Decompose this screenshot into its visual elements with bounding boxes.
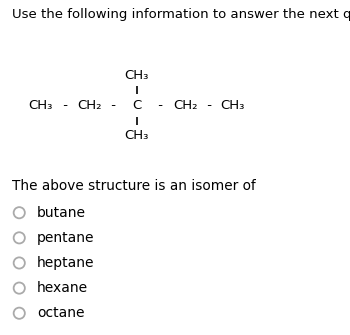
Text: -: -: [107, 99, 120, 112]
Text: CH₃: CH₃: [220, 99, 245, 112]
Text: -: -: [203, 99, 216, 112]
Text: octane: octane: [37, 306, 84, 320]
Text: CH₂: CH₂: [173, 99, 198, 112]
Text: heptane: heptane: [37, 256, 94, 270]
Text: CH₂: CH₂: [77, 99, 102, 112]
Text: -: -: [59, 99, 72, 112]
Text: hexane: hexane: [37, 281, 88, 295]
Text: -: -: [154, 99, 168, 112]
Text: CH₃: CH₃: [124, 69, 149, 82]
Text: Use the following information to answer the next question.: Use the following information to answer …: [12, 8, 350, 21]
Text: butane: butane: [37, 206, 86, 220]
Text: pentane: pentane: [37, 231, 94, 245]
Text: CH₃: CH₃: [28, 99, 52, 112]
Text: C: C: [132, 99, 141, 112]
Text: CH₃: CH₃: [124, 129, 149, 142]
Text: The above structure is an isomer of: The above structure is an isomer of: [12, 179, 256, 193]
